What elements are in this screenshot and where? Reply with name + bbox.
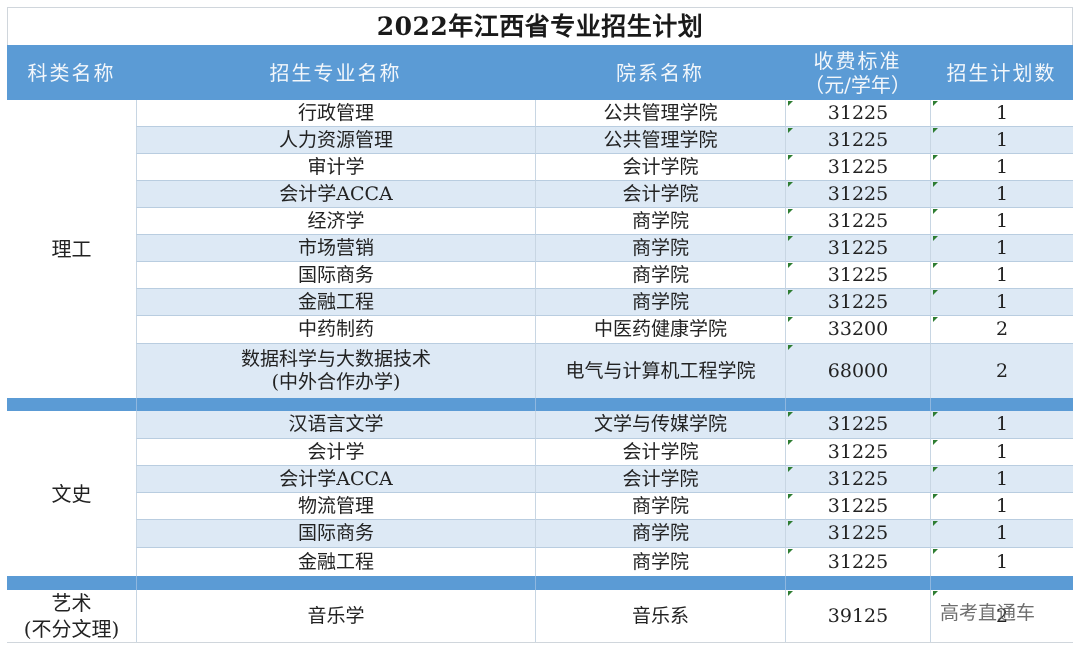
fee-cell: 31225: [785, 181, 930, 208]
department-cell: 电气与计算机工程学院: [535, 344, 785, 398]
watermark-text: 高考直通车: [940, 602, 1036, 624]
department-cell: 公共管理学院: [535, 100, 785, 127]
major-cell: 经济学: [136, 208, 535, 235]
category-line2: (不分文理): [23, 617, 120, 641]
category-line1: 艺术: [51, 591, 92, 615]
quota-cell: 1: [930, 520, 1073, 548]
fee-cell: 31225: [785, 262, 930, 289]
fee-cell: 31225: [785, 548, 930, 576]
major-line1: 数据科学与大数据技术: [240, 348, 431, 370]
quota-cell: 1: [930, 181, 1073, 208]
quota-cell: 1: [930, 289, 1073, 316]
department-cell: 商学院: [535, 548, 785, 576]
quota-cell: 1: [930, 411, 1073, 439]
department-cell: 商学院: [535, 520, 785, 548]
fee-cell: 31225: [785, 154, 930, 181]
department-cell: 公共管理学院: [535, 127, 785, 154]
major-cell: 国际商务: [136, 262, 535, 289]
fee-cell: 39125: [785, 590, 930, 642]
quota-cell: 2: [930, 590, 1073, 642]
header-fee-line2: （元/学年）: [804, 72, 911, 97]
fee-cell: 31225: [785, 411, 930, 439]
department-cell: 音乐系: [535, 590, 785, 642]
group-separator: [7, 398, 1073, 411]
department-cell: 会计学院: [535, 439, 785, 466]
fee-cell: 31225: [785, 466, 930, 493]
group-separator: [7, 576, 1073, 590]
fee-cell: 31225: [785, 235, 930, 262]
department-cell: 会计学院: [535, 466, 785, 493]
quota-cell: 2: [930, 316, 1073, 344]
department-cell: 商学院: [535, 493, 785, 520]
quota-cell: 2: [930, 344, 1073, 398]
major-cell: 物流管理: [136, 493, 535, 520]
quota-cell: 1: [930, 262, 1073, 289]
department-cell: 商学院: [535, 289, 785, 316]
major-cell: 数据科学与大数据技术 (中外合作办学): [136, 344, 535, 398]
quota-cell: 1: [930, 493, 1073, 520]
header-category: 科类名称: [7, 45, 136, 100]
department-cell: 商学院: [535, 208, 785, 235]
header-quota: 招生计划数: [930, 45, 1073, 100]
department-cell: 中医药健康学院: [535, 316, 785, 344]
header-department: 院系名称: [535, 45, 785, 100]
quota-cell: 1: [930, 235, 1073, 262]
department-cell: 文学与传媒学院: [535, 411, 785, 439]
major-cell: 会计学: [136, 439, 535, 466]
fee-cell: 31225: [785, 520, 930, 548]
header-fee-line1: 收费标准: [813, 48, 902, 73]
quota-cell: 1: [930, 439, 1073, 466]
quota-cell: 1: [930, 100, 1073, 127]
major-cell: 汉语言文学: [136, 411, 535, 439]
major-cell: 音乐学: [136, 590, 535, 642]
major-cell: 行政管理: [136, 100, 535, 127]
quota-cell: 1: [930, 127, 1073, 154]
quota-cell: 1: [930, 548, 1073, 576]
page-title: 2022年江西省专业招生计划: [376, 12, 704, 41]
department-cell: 会计学院: [535, 154, 785, 181]
quota-cell: 1: [930, 208, 1073, 235]
major-cell: 人力资源管理: [136, 127, 535, 154]
quota-cell: 1: [930, 154, 1073, 181]
fee-cell: 31225: [785, 100, 930, 127]
fee-cell: 31225: [785, 439, 930, 466]
major-cell: 金融工程: [136, 548, 535, 576]
fee-cell: 31225: [785, 127, 930, 154]
major-cell: 金融工程: [136, 289, 535, 316]
major-cell: 会计学ACCA: [136, 181, 535, 208]
major-cell: 会计学ACCA: [136, 466, 535, 493]
major-line2: (中外合作办学): [271, 371, 401, 393]
major-cell: 国际商务: [136, 520, 535, 548]
category-cell-science: 理工: [7, 100, 136, 398]
major-cell: 审计学: [136, 154, 535, 181]
major-cell: 市场营销: [136, 235, 535, 262]
fee-cell: 31225: [785, 493, 930, 520]
category-cell-liberal-arts: 文史: [7, 411, 136, 576]
fee-cell: 68000: [785, 344, 930, 398]
fee-cell: 31225: [785, 289, 930, 316]
fee-cell: 33200: [785, 316, 930, 344]
fee-cell: 31225: [785, 208, 930, 235]
header-fee: 收费标准 （元/学年）: [785, 45, 930, 100]
department-cell: 商学院: [535, 235, 785, 262]
department-cell: 商学院: [535, 262, 785, 289]
header-major: 招生专业名称: [136, 45, 535, 100]
department-cell: 会计学院: [535, 181, 785, 208]
quota-cell: 1: [930, 466, 1073, 493]
category-cell-arts: 艺术 (不分文理): [7, 590, 136, 642]
major-cell: 中药制药: [136, 316, 535, 344]
